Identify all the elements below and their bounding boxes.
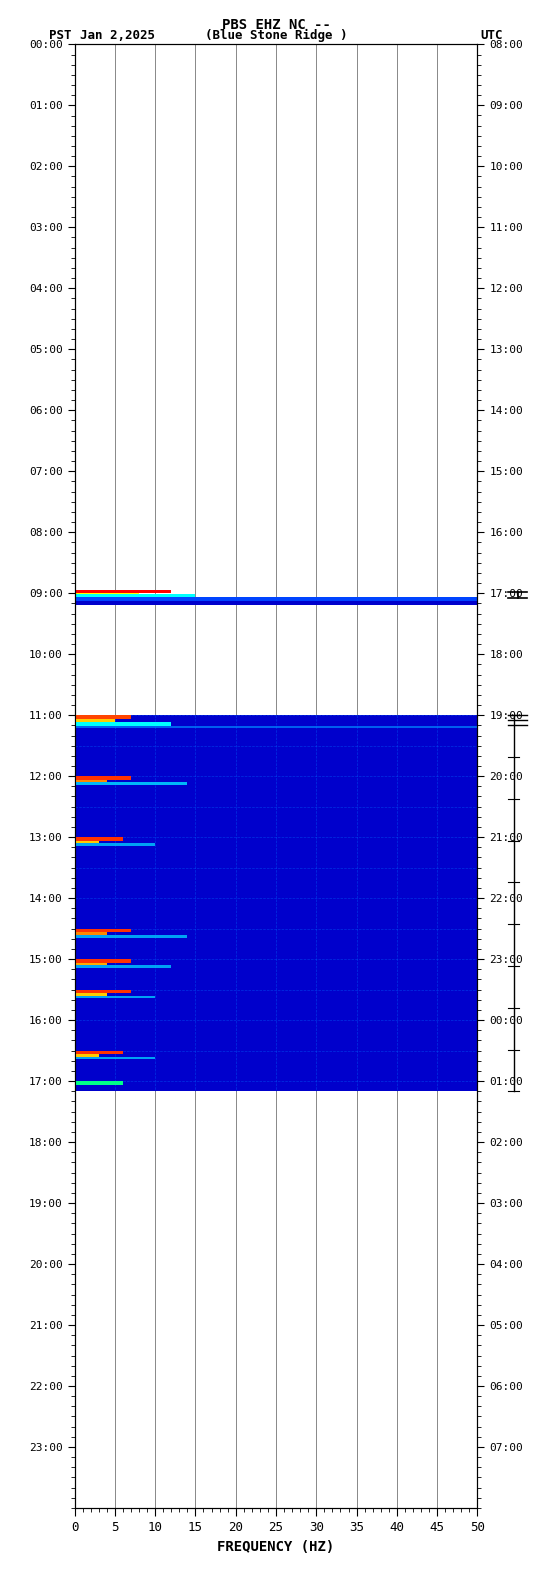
X-axis label: FREQUENCY (HZ): FREQUENCY (HZ) (217, 1540, 335, 1554)
Text: UTC: UTC (480, 29, 503, 43)
Bar (75, 714, 131, 719)
Text: (Blue Stone Ridge ): (Blue Stone Ridge ) (205, 29, 347, 43)
Bar (75, 592, 139, 594)
Bar (75, 958, 131, 963)
Bar (75, 776, 131, 779)
Bar (75, 935, 187, 938)
Bar (75, 990, 131, 993)
Bar (75, 594, 195, 597)
Bar (75, 597, 477, 602)
Bar (75, 965, 171, 968)
Bar (75, 841, 99, 843)
Bar (75, 933, 107, 935)
Bar (75, 1057, 155, 1060)
Bar (75, 725, 477, 729)
Bar (75, 714, 477, 1091)
Bar (75, 836, 123, 841)
Bar (75, 591, 171, 592)
Bar (75, 963, 107, 965)
Bar (75, 719, 115, 722)
Bar (75, 993, 107, 996)
Bar (75, 996, 155, 998)
Text: PST: PST (49, 29, 72, 43)
Bar (75, 1055, 99, 1057)
Bar (75, 1080, 123, 1085)
Text: Jan 2,2025: Jan 2,2025 (80, 29, 155, 43)
Bar (75, 1050, 123, 1055)
Bar (75, 779, 107, 782)
Text: PBS EHZ NC --: PBS EHZ NC -- (221, 17, 331, 32)
Bar (75, 782, 187, 786)
Bar (75, 928, 131, 933)
Bar (75, 843, 155, 846)
Bar (75, 602, 477, 605)
Bar (75, 722, 171, 725)
